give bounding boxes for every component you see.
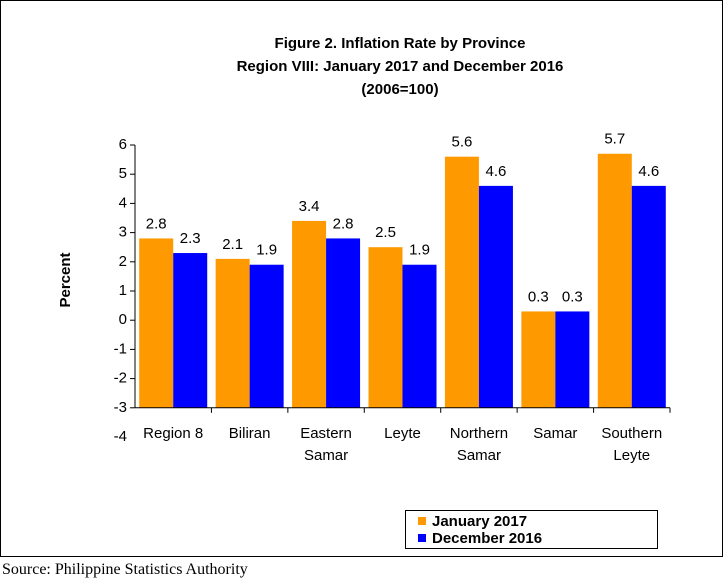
data-label: 5.7 (604, 131, 625, 148)
y-tick-label: 5 (119, 165, 127, 182)
y-tick-label: -4 (114, 428, 127, 445)
bar (597, 153, 632, 408)
data-label: 0.3 (562, 288, 583, 305)
legend-label: December 2016 (432, 530, 542, 547)
y-tick-label: 3 (119, 224, 127, 241)
data-label: 1.9 (409, 242, 430, 259)
y-axis-label: Percent (57, 252, 74, 307)
chart-title: Region VIII: January 2017 and December 2… (237, 58, 564, 75)
bar (326, 238, 361, 408)
bar (555, 311, 590, 408)
data-label: 4.6 (485, 163, 506, 180)
y-tick-label: -2 (114, 370, 127, 387)
data-label: 5.6 (451, 134, 472, 151)
chart-title: (2006=100) (361, 81, 438, 98)
bar (631, 185, 666, 408)
legend-swatch (418, 517, 426, 525)
bar (521, 311, 556, 408)
legend-box (405, 510, 658, 549)
data-label: 0.3 (528, 288, 549, 305)
data-label: 3.4 (299, 198, 320, 215)
chart-frame (0, 0, 723, 557)
legend-swatch (418, 534, 426, 542)
data-label: 1.9 (256, 242, 277, 259)
y-tick-label: -1 (114, 340, 127, 357)
bar (402, 264, 437, 408)
data-label: 4.6 (638, 163, 659, 180)
data-label: 2.3 (180, 230, 201, 247)
bar (249, 264, 284, 408)
y-tick-label: 1 (119, 282, 127, 299)
data-label: 2.1 (222, 236, 243, 253)
bar (292, 220, 327, 408)
source: Source: Philippine Statistics Authority (2, 561, 248, 578)
bar (173, 253, 208, 408)
legend-label: January 2017 (432, 513, 527, 530)
x-tick-label: Leyte (384, 424, 421, 442)
x-tick-label: Region 8 (143, 424, 204, 442)
bar (139, 238, 174, 408)
bar (478, 185, 513, 408)
data-label: 2.8 (333, 215, 354, 232)
x-tick-label: Biliran (228, 424, 271, 442)
x-tick-label: Northern Samar (449, 424, 509, 464)
bar (368, 247, 403, 408)
x-tick-label: Eastern Samar (300, 424, 352, 464)
bar (444, 156, 479, 408)
y-tick-label: 2 (119, 253, 127, 270)
y-tick-label: -3 (114, 399, 127, 416)
y-tick-label: 4 (119, 194, 127, 211)
x-tick-label: Southern Leyte (601, 424, 663, 464)
chart-title: Figure 2. Inflation Rate by Province (275, 35, 526, 52)
x-tick-label: Samar (533, 424, 578, 442)
bar (215, 258, 250, 408)
data-label: 2.8 (146, 215, 167, 232)
y-tick-label: 0 (119, 311, 127, 328)
y-tick-label: 6 (119, 136, 127, 153)
data-label: 2.5 (375, 224, 396, 241)
